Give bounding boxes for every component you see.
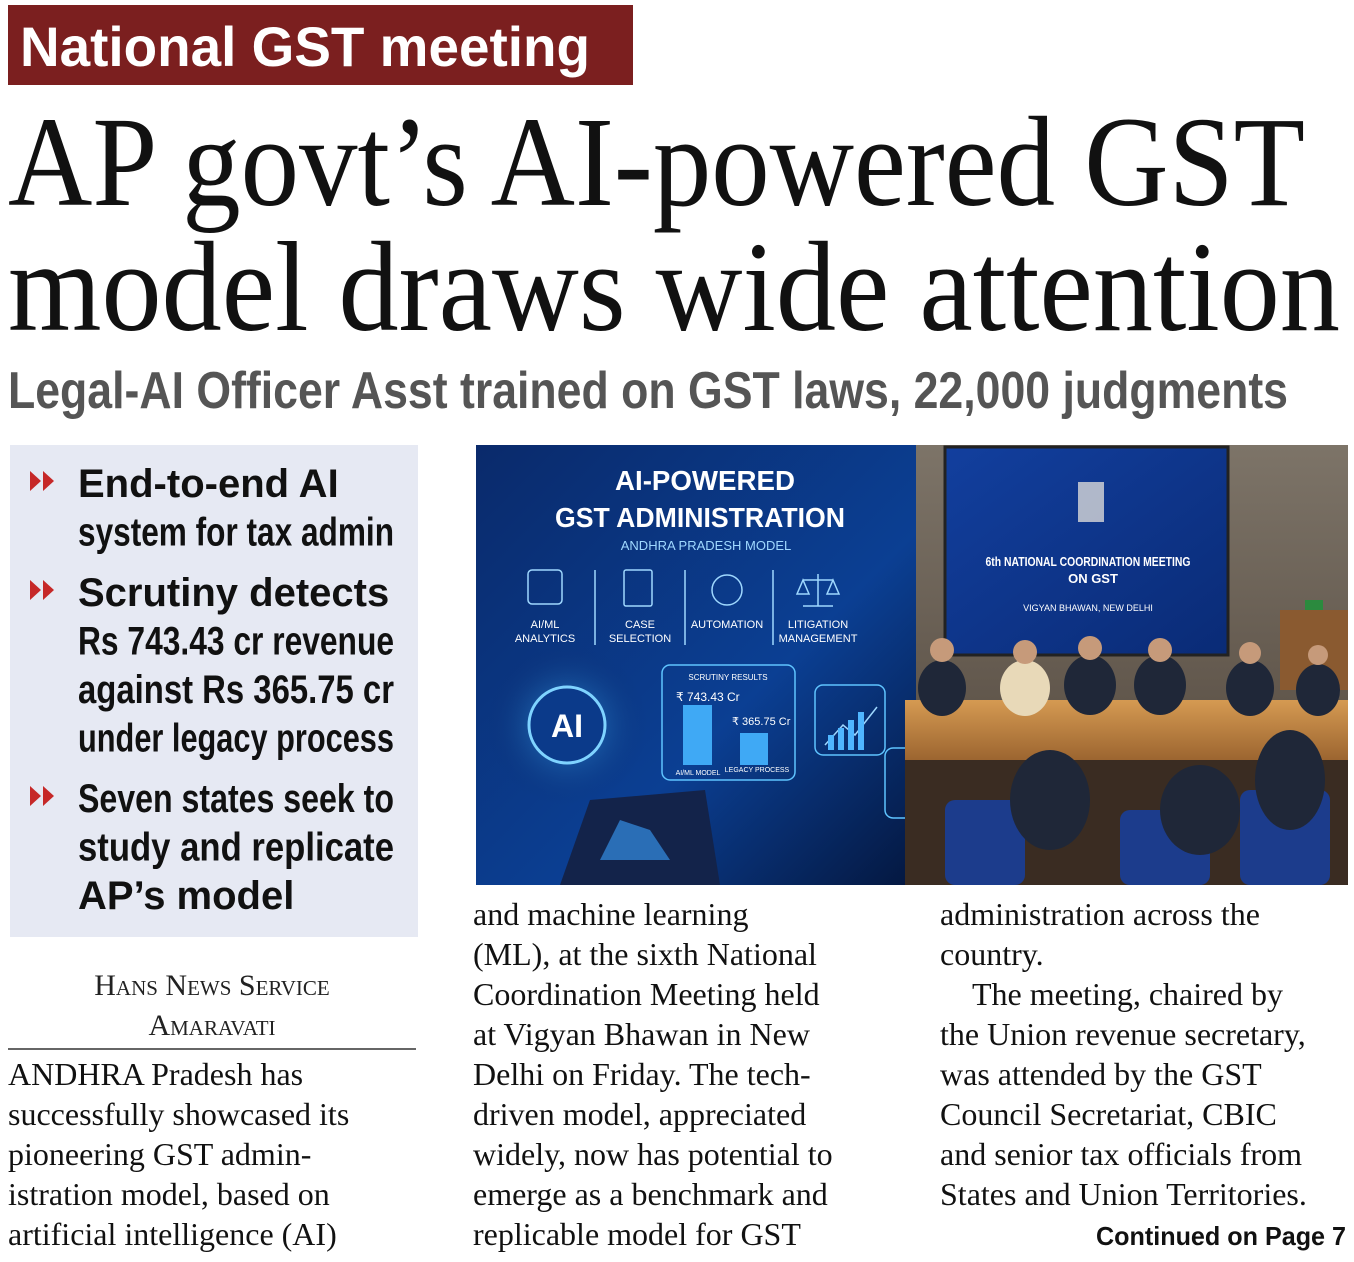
body-line: and senior tax officials from [940, 1136, 1302, 1172]
bullet-arrow [30, 580, 54, 600]
body-line: administration across the [940, 896, 1260, 932]
highlight-line: Rs 743.43 cr revenue [78, 620, 394, 664]
result-value: ₹ 743.43 Cr [676, 690, 740, 704]
byline-place: Amaravati [148, 1009, 275, 1042]
highlights-box [10, 445, 418, 937]
feature-label: ANALYTICS [515, 633, 575, 645]
graphic-title: AI-POWERED [615, 465, 795, 496]
headline: model draws wide attention [8, 216, 1340, 358]
feature-label: AI/ML [531, 619, 560, 631]
feature-label: CASE [625, 619, 655, 631]
body-line: the Union revenue secretary, [940, 1016, 1306, 1052]
results-title: SCRUTINY RESULTS [688, 673, 767, 682]
photo [476, 445, 1348, 885]
body-line: pioneering GST admin- [8, 1136, 311, 1172]
body-line: and machine learning [473, 896, 748, 932]
graphic-title: GST ADMINISTRATION [555, 502, 845, 533]
continued-note: Continued on Page 7 [1096, 1221, 1346, 1251]
body-line: replicable model for GST [473, 1216, 801, 1252]
kicker-box [8, 5, 633, 85]
body-line: Delhi on Friday. The tech- [473, 1056, 811, 1092]
feature-label: SELECTION [609, 633, 671, 645]
graphic-subtitle: ANDHRA PRADESH MODEL [621, 538, 791, 553]
body-line: Coordination Meeting held [473, 976, 820, 1012]
body-line: (ML), at the sixth National [473, 936, 817, 972]
highlight-line: against Rs 365.75 cr [78, 668, 394, 712]
subheadline: Legal-AI Officer Asst trained on GST law… [8, 362, 1288, 420]
body-line: driven model, appreciated [473, 1096, 806, 1132]
bullet-arrow [30, 786, 54, 806]
body-line: istration model, based on [8, 1176, 330, 1212]
bullet-arrow [30, 471, 54, 491]
result-value: ₹ 365.75 Cr [732, 716, 791, 728]
body-line: emerge as a benchmark and [473, 1176, 828, 1212]
feature-label: LITIGATION [788, 619, 848, 631]
body-line: ANDHRA Pradesh has [8, 1056, 303, 1092]
body-line: successfully showcased its [8, 1096, 349, 1132]
body-line: Council Secretariat, CBIC [940, 1096, 1277, 1132]
screen-text: ON GST [1068, 571, 1118, 586]
result-label: AI/ML MODEL [676, 770, 721, 777]
kicker: National GST meeting [20, 15, 590, 78]
screen-text: 6th NATIONAL COORDINATION MEETING [986, 554, 1191, 569]
highlight-line: End-to-end AI [78, 462, 339, 506]
highlight-line: Seven states seek to [78, 777, 394, 821]
screen-text: VIGYAN BHAWAN, NEW DELHI [1023, 603, 1153, 613]
highlight-line: system for tax admin [78, 511, 394, 555]
body-line: States and Union Territories. [940, 1176, 1307, 1212]
body-line: at Vigyan Bhawan in New [473, 1016, 810, 1052]
feature-label: MANAGEMENT [779, 633, 858, 645]
highlight-line: under legacy process [78, 717, 394, 761]
ai-badge: AI [551, 708, 583, 744]
body-line: The meeting, chaired by [972, 976, 1283, 1012]
feature-label: AUTOMATION [691, 619, 763, 631]
body-line: artificial intelligence (AI) [8, 1216, 337, 1252]
highlight-line: AP’s model [78, 874, 294, 918]
highlight-line: Scrutiny detects [78, 571, 389, 615]
byline-agency: Hans News Service [94, 969, 330, 1002]
body-line: widely, now has potential to [473, 1136, 833, 1172]
body-line: was attended by the GST [940, 1056, 1262, 1092]
body-line: country. [940, 936, 1044, 972]
result-label: LEGACY PROCESS [725, 767, 790, 774]
headline: AP govt’s AI-powered GST [8, 91, 1305, 233]
highlight-line: study and replicate [78, 826, 394, 870]
